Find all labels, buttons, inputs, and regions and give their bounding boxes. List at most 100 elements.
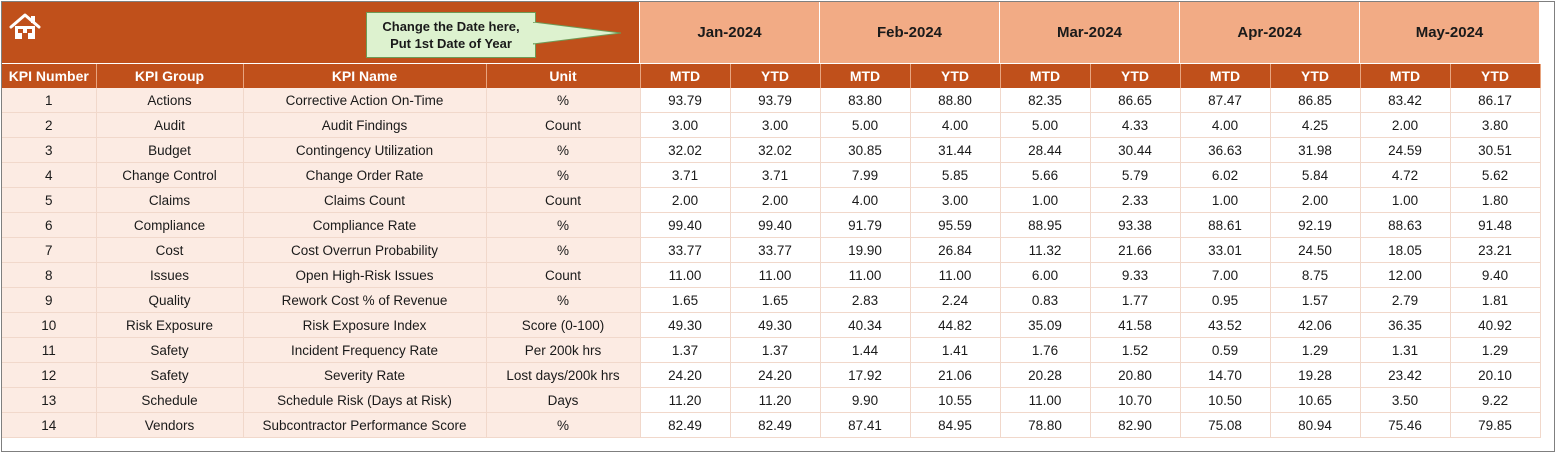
ytd-value-cell[interactable]: 93.38 [1090,212,1181,238]
header-mtd[interactable]: MTD [1000,64,1091,88]
header-mtd[interactable]: MTD [640,64,731,88]
ytd-value-cell[interactable]: 5.84 [1270,162,1361,188]
ytd-value-cell[interactable]: 5.79 [1090,162,1181,188]
ytd-value-cell[interactable]: 3.80 [1450,112,1541,138]
ytd-value-cell[interactable]: 86.17 [1450,88,1541,113]
unit-cell[interactable]: Count [486,187,641,213]
mtd-value-cell[interactable]: 75.08 [1180,412,1271,438]
unit-cell[interactable]: % [486,212,641,238]
ytd-value-cell[interactable]: 3.71 [730,162,821,188]
kpi-name-cell[interactable]: Compliance Rate [243,212,487,238]
ytd-value-cell[interactable]: 2.00 [1270,187,1361,213]
mtd-value-cell[interactable]: 33.77 [640,237,731,263]
mtd-value-cell[interactable]: 1.65 [640,287,731,313]
ytd-value-cell[interactable]: 41.58 [1090,312,1181,338]
ytd-value-cell[interactable]: 10.55 [910,387,1001,413]
unit-cell[interactable]: % [486,412,641,438]
header-ytd[interactable]: YTD [1270,64,1361,88]
ytd-value-cell[interactable]: 1.29 [1450,337,1541,363]
kpi-group-cell[interactable]: Safety [96,337,244,363]
mtd-value-cell[interactable]: 33.01 [1180,237,1271,263]
mtd-value-cell[interactable]: 88.95 [1000,212,1091,238]
ytd-value-cell[interactable]: 21.06 [910,362,1001,388]
kpi-name-cell[interactable]: Schedule Risk (Days at Risk) [243,387,487,413]
mtd-value-cell[interactable]: 3.71 [640,162,731,188]
kpi-name-cell[interactable]: Risk Exposure Index [243,312,487,338]
ytd-value-cell[interactable]: 4.00 [910,112,1001,138]
mtd-value-cell[interactable]: 11.00 [1000,387,1091,413]
ytd-value-cell[interactable]: 88.80 [910,88,1001,113]
ytd-value-cell[interactable]: 9.33 [1090,262,1181,288]
ytd-value-cell[interactable]: 95.59 [910,212,1001,238]
mtd-value-cell[interactable]: 5.00 [820,112,911,138]
mtd-value-cell[interactable]: 7.00 [1180,262,1271,288]
mtd-value-cell[interactable]: 36.63 [1180,137,1271,163]
header-mtd[interactable]: MTD [1360,64,1451,88]
ytd-value-cell[interactable]: 91.48 [1450,212,1541,238]
header-ytd[interactable]: YTD [1090,64,1181,88]
mtd-value-cell[interactable]: 88.61 [1180,212,1271,238]
unit-cell[interactable]: Count [486,112,641,138]
kpi-name-cell[interactable]: Corrective Action On-Time [243,88,487,113]
mtd-value-cell[interactable]: 19.90 [820,237,911,263]
mtd-value-cell[interactable]: 1.00 [1360,187,1451,213]
kpi-number-cell[interactable]: 6 [2,212,97,238]
mtd-value-cell[interactable]: 4.72 [1360,162,1451,188]
header-ytd[interactable]: YTD [730,64,821,88]
unit-cell[interactable]: Score (0-100) [486,312,641,338]
mtd-value-cell[interactable]: 2.83 [820,287,911,313]
unit-cell[interactable]: Days [486,387,641,413]
ytd-value-cell[interactable]: 4.33 [1090,112,1181,138]
ytd-value-cell[interactable]: 8.75 [1270,262,1361,288]
ytd-value-cell[interactable]: 2.33 [1090,187,1181,213]
ytd-value-cell[interactable]: 24.50 [1270,237,1361,263]
mtd-value-cell[interactable]: 4.00 [820,187,911,213]
ytd-value-cell[interactable]: 40.92 [1450,312,1541,338]
ytd-value-cell[interactable]: 23.21 [1450,237,1541,263]
mtd-value-cell[interactable]: 30.85 [820,137,911,163]
kpi-group-cell[interactable]: Issues [96,262,244,288]
mtd-value-cell[interactable]: 1.37 [640,337,731,363]
kpi-group-cell[interactable]: Claims [96,187,244,213]
mtd-value-cell[interactable]: 0.83 [1000,287,1091,313]
kpi-name-cell[interactable]: Open High-Risk Issues [243,262,487,288]
kpi-group-cell[interactable]: Vendors [96,412,244,438]
ytd-value-cell[interactable]: 2.00 [730,187,821,213]
mtd-value-cell[interactable]: 1.76 [1000,337,1091,363]
kpi-group-cell[interactable]: Audit [96,112,244,138]
mtd-value-cell[interactable]: 0.95 [1180,287,1271,313]
kpi-number-cell[interactable]: 2 [2,112,97,138]
kpi-number-cell[interactable]: 9 [2,287,97,313]
month-header-may[interactable]: May-2024 [1360,2,1540,63]
kpi-number-cell[interactable]: 1 [2,88,97,113]
mtd-value-cell[interactable]: 82.35 [1000,88,1091,113]
unit-cell[interactable]: % [486,287,641,313]
ytd-value-cell[interactable]: 21.66 [1090,237,1181,263]
kpi-number-cell[interactable]: 3 [2,137,97,163]
ytd-value-cell[interactable]: 42.06 [1270,312,1361,338]
ytd-value-cell[interactable]: 30.51 [1450,137,1541,163]
ytd-value-cell[interactable]: 3.00 [910,187,1001,213]
mtd-value-cell[interactable]: 75.46 [1360,412,1451,438]
unit-cell[interactable]: Count [486,262,641,288]
mtd-value-cell[interactable]: 11.00 [820,262,911,288]
mtd-value-cell[interactable]: 88.63 [1360,212,1451,238]
mtd-value-cell[interactable]: 43.52 [1180,312,1271,338]
mtd-value-cell[interactable]: 14.70 [1180,362,1271,388]
ytd-value-cell[interactable]: 11.00 [910,262,1001,288]
kpi-name-cell[interactable]: Change Order Rate [243,162,487,188]
ytd-value-cell[interactable]: 92.19 [1270,212,1361,238]
ytd-value-cell[interactable]: 99.40 [730,212,821,238]
kpi-group-cell[interactable]: Safety [96,362,244,388]
mtd-value-cell[interactable]: 2.79 [1360,287,1451,313]
kpi-name-cell[interactable]: Claims Count [243,187,487,213]
kpi-number-cell[interactable]: 5 [2,187,97,213]
mtd-value-cell[interactable]: 1.44 [820,337,911,363]
mtd-value-cell[interactable]: 17.92 [820,362,911,388]
mtd-value-cell[interactable]: 83.80 [820,88,911,113]
mtd-value-cell[interactable]: 1.00 [1180,187,1271,213]
ytd-value-cell[interactable]: 2.24 [910,287,1001,313]
mtd-value-cell[interactable]: 7.99 [820,162,911,188]
header-mtd[interactable]: MTD [820,64,911,88]
header-mtd[interactable]: MTD [1180,64,1271,88]
